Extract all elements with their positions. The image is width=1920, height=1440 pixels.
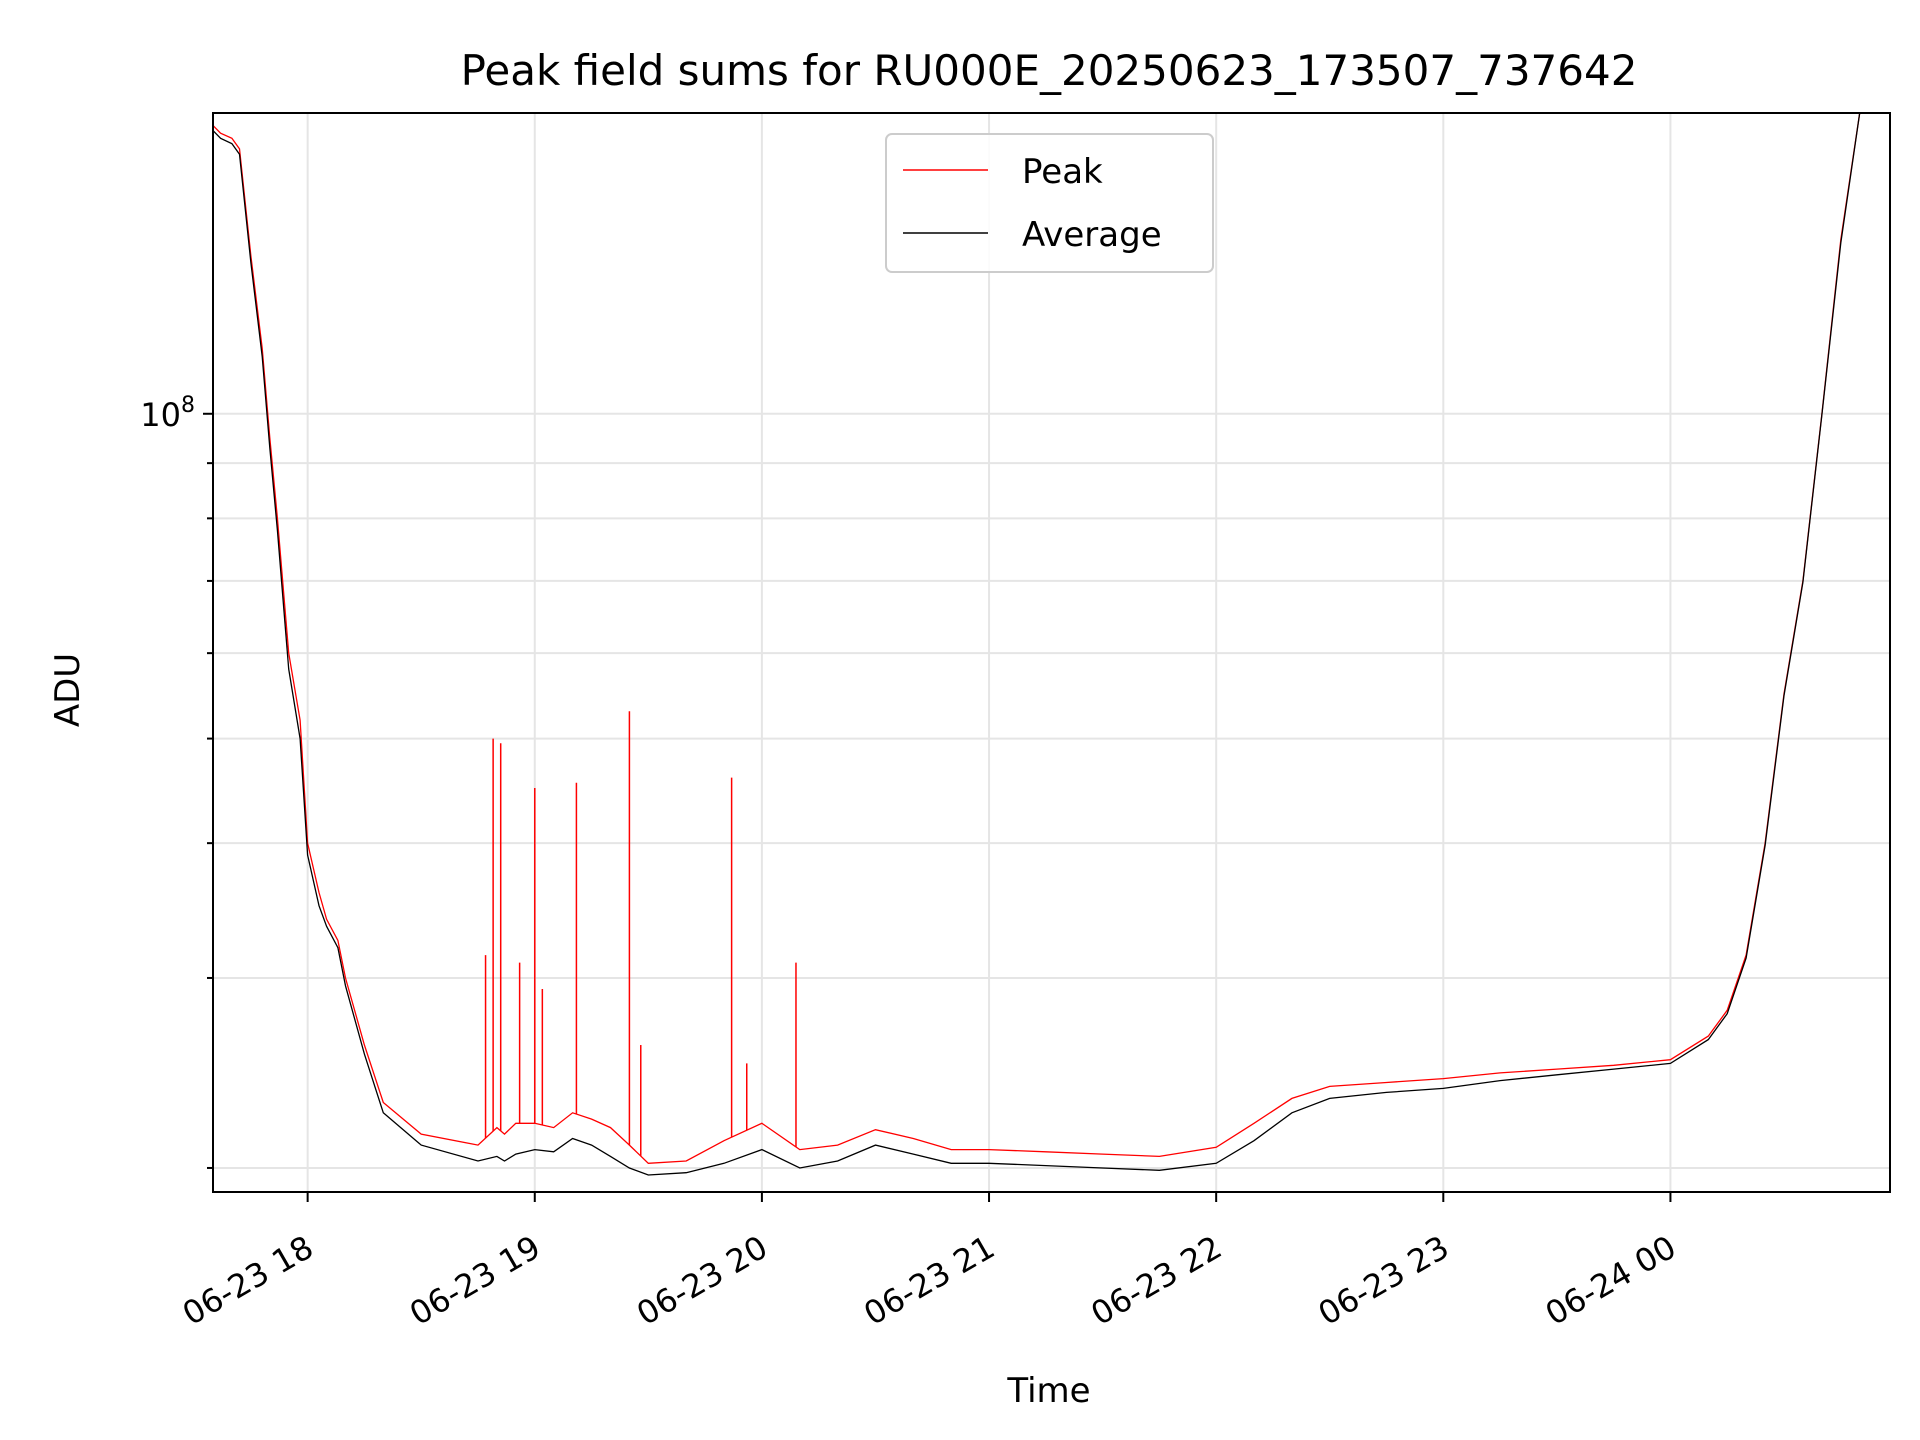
legend-label-average: Average bbox=[1022, 215, 1162, 255]
legend: Peak Average bbox=[885, 133, 1214, 273]
x-axis-label: Time bbox=[1006, 1371, 1090, 1411]
legend-label-peak: Peak bbox=[1022, 152, 1103, 192]
peak-spikes bbox=[484, 711, 797, 1157]
y-axis-ticks: 108 bbox=[140, 393, 213, 1169]
y-tick-label: 108 bbox=[140, 393, 195, 434]
series-line-average bbox=[212, 112, 1861, 1176]
series-line-peak bbox=[212, 112, 1861, 1164]
chart-title: Peak field sums for RU000E_20250623_1735… bbox=[461, 46, 1638, 95]
grid bbox=[213, 113, 1890, 1192]
y-axis-label: ADU bbox=[48, 653, 88, 727]
legend-box bbox=[885, 133, 1214, 273]
